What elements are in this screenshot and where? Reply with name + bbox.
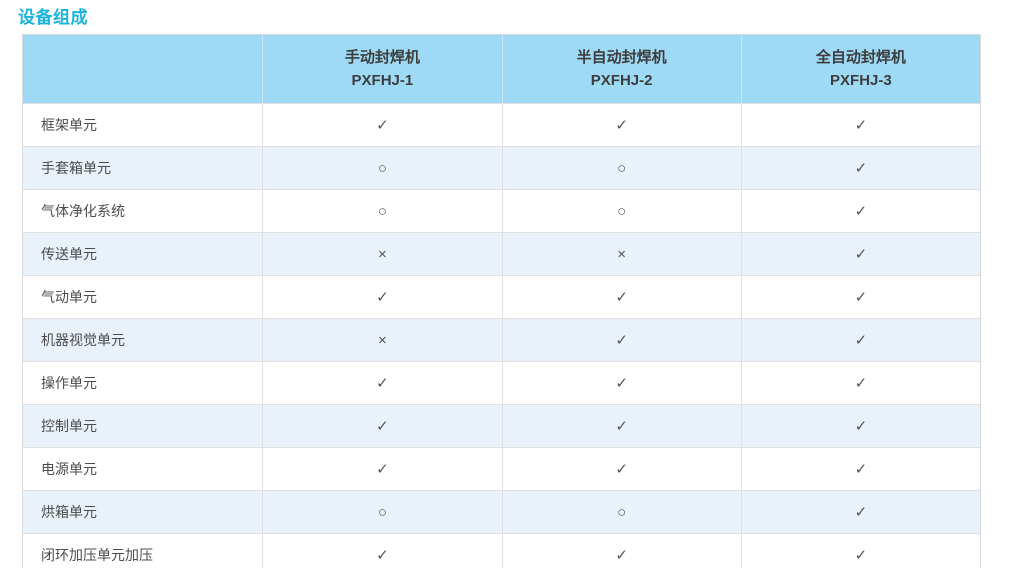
cell-value: ✓: [501, 361, 741, 404]
row-label: 框架单元: [23, 103, 263, 146]
cell-value: ✓: [501, 103, 741, 146]
cell-value: ×: [262, 232, 502, 275]
row-label: 气体净化系统: [23, 189, 263, 232]
cell-value: ✓: [740, 447, 980, 490]
table-row: 框架单元 ✓ ✓ ✓: [23, 103, 980, 146]
column-name: 手动封焊机: [344, 49, 420, 66]
cell-value: ✓: [740, 361, 980, 404]
column-header-manual: 手动封焊机 PXFHJ-1: [262, 35, 502, 103]
cell-value: ✓: [501, 447, 741, 490]
column-name: 全自动封焊机: [815, 49, 906, 66]
table-row: 机器视觉单元 × ✓ ✓: [23, 318, 980, 361]
cell-value: ○: [262, 146, 502, 189]
cell-value: ✓: [740, 232, 980, 275]
row-label: 控制单元: [23, 404, 263, 447]
cell-value: ✓: [501, 533, 741, 568]
cell-value: ○: [262, 189, 502, 232]
cell-value: ✓: [262, 275, 502, 318]
cell-value: ✓: [740, 490, 980, 533]
cell-value: ✓: [501, 404, 741, 447]
cell-value: ○: [501, 189, 741, 232]
row-label: 手套箱单元: [23, 146, 263, 189]
column-model: PXFHJ-1: [351, 72, 414, 89]
cell-value: ✓: [501, 318, 741, 361]
cell-value: ✓: [501, 275, 741, 318]
cell-value: ✓: [740, 189, 980, 232]
column-model: PXFHJ-2: [590, 72, 653, 89]
cell-value: ✓: [740, 404, 980, 447]
cell-value: ✓: [262, 447, 502, 490]
cell-value: ✓: [262, 533, 502, 568]
cell-value: ✓: [740, 318, 980, 361]
row-label: 传送单元: [23, 232, 263, 275]
column-name: 半自动封焊机: [576, 49, 667, 66]
column-header-semi-auto: 半自动封焊机 PXFHJ-2: [501, 35, 741, 103]
row-label: 机器视觉单元: [23, 318, 263, 361]
table-row: 气动单元 ✓ ✓ ✓: [23, 275, 980, 318]
cell-value: ×: [262, 318, 502, 361]
row-label: 闭环加压单元加压: [23, 533, 263, 568]
table-row: 操作单元 ✓ ✓ ✓: [23, 361, 980, 404]
cell-value: ✓: [740, 275, 980, 318]
cell-value: ○: [262, 490, 502, 533]
table-row: 手套箱单元 ○ ○ ✓: [23, 146, 980, 189]
row-label: 气动单元: [23, 275, 263, 318]
cell-value: ×: [501, 232, 741, 275]
row-label: 操作单元: [23, 361, 263, 404]
column-model: PXFHJ-3: [830, 72, 892, 89]
cell-value: ✓: [262, 103, 502, 146]
header-row: 手动封焊机 PXFHJ-1 半自动封焊机 PXFHJ-2 全自动封焊机 PXFH…: [23, 35, 980, 103]
column-header-blank: [23, 35, 263, 103]
cell-value: ✓: [740, 146, 980, 189]
table-row: 传送单元 × × ✓: [23, 232, 980, 275]
cell-value: ✓: [262, 361, 502, 404]
row-label: 电源单元: [23, 447, 263, 490]
section-title: 设备组成: [18, 8, 88, 27]
cell-value: ○: [501, 490, 741, 533]
equipment-composition-table: 手动封焊机 PXFHJ-1 半自动封焊机 PXFHJ-2 全自动封焊机 PXFH…: [22, 34, 981, 568]
table-row: 电源单元 ✓ ✓ ✓: [23, 447, 980, 490]
table-row: 气体净化系统 ○ ○ ✓: [23, 189, 980, 232]
table-row: 控制单元 ✓ ✓ ✓: [23, 404, 980, 447]
cell-value: ✓: [262, 404, 502, 447]
cell-value: ○: [501, 146, 741, 189]
row-label: 烘箱单元: [23, 490, 263, 533]
table-row: 烘箱单元 ○ ○ ✓: [23, 490, 980, 533]
cell-value: ✓: [740, 103, 980, 146]
column-header-full-auto: 全自动封焊机 PXFHJ-3: [740, 35, 980, 103]
cell-value: ✓: [740, 533, 980, 568]
table-row: 闭环加压单元加压 ✓ ✓ ✓: [23, 533, 980, 568]
